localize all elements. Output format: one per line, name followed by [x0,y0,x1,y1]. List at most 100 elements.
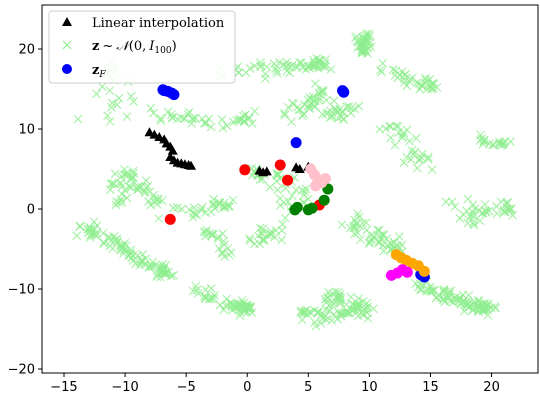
sample-x-point [362,36,372,46]
x-tick-label: 20 [483,380,500,395]
sample-x-point [445,289,454,299]
legend: Linear interpolation z ~ 𝒩(0, I100) zF [48,10,236,84]
sample-x-point [458,209,468,219]
latent-point [319,173,331,185]
sample-x-point [276,200,285,210]
sample-x-point [296,307,306,317]
sample-x-point [474,296,483,306]
sample-x-point [337,107,347,116]
axes-frame [41,4,539,374]
sample-x-point [72,231,82,240]
sample-x-point [402,152,412,162]
sample-x-point [262,62,272,72]
sample-x-point [322,109,331,119]
sample-x-point [114,93,124,103]
sample-x-point [427,165,437,174]
sample-x-point [73,114,83,124]
legend-zf: zF [92,63,106,80]
sample-x-point [369,304,378,314]
sample-x-point [330,104,339,114]
sample-x-point [475,216,485,226]
sample-x-point [241,302,251,312]
sample-x-point [138,250,147,259]
sample-x-point [214,232,223,242]
sample-x-point [122,193,132,203]
sample-x-point [155,272,165,282]
sample-x-point [415,154,425,164]
interpolation-point [294,164,305,173]
sample-x-point [337,220,347,230]
sample-x-point [287,191,297,200]
sample-x-point [318,110,327,119]
sample-x-point [274,58,284,67]
sample-x-point [492,209,502,218]
sample-x-point [214,200,223,210]
interpolation-point [261,166,272,176]
latent-point [338,86,350,98]
sample-x-point [87,229,97,239]
sample-x-point [377,67,386,77]
sample-x-point [218,123,228,133]
sample-x-point [225,299,235,308]
sample-x-point [320,61,329,71]
sample-x-point [508,210,517,220]
sample-x-point [354,101,364,111]
sample-x-point [476,130,486,140]
sample-x-point [367,234,376,243]
sample-x-point [328,301,337,310]
sample-x-point [400,74,409,84]
sample-x-point [121,246,131,256]
sample-x-point [421,73,430,83]
sample-x-point [185,205,194,215]
sample-x-point [346,292,356,302]
sample-x-point [128,251,138,260]
latent-point [158,85,170,97]
interpolation-point [186,160,197,170]
sample-x-point [214,198,224,207]
data-series [144,84,430,283]
sample-x-point [278,220,287,229]
sample-x-point [393,242,403,251]
sample-x-point [250,106,260,116]
x-tick-label: 15 [422,380,439,395]
sample-x-point [423,154,433,164]
sample-x-point [197,203,207,212]
sample-x-point [146,104,156,113]
sample-x-point [117,189,127,199]
sample-x-point [468,207,478,217]
sample-x-point [99,239,109,249]
sample-x-point [411,279,421,288]
sample-x-point [376,65,385,75]
sample-x-point [274,169,283,179]
sample-x-point [405,136,414,146]
latent-point [306,202,318,214]
sample-x-point [313,56,323,65]
x-tick-label: 5 [304,380,312,395]
sample-x-point [328,289,338,299]
legend-box [48,10,236,84]
sample-x-point [277,235,287,245]
sample-x-point [280,213,290,223]
sample-x-point [374,238,384,248]
sample-x-point [236,299,245,309]
sample-x-point [258,174,267,184]
sample-x-point [497,140,507,149]
sample-x-point [336,311,346,321]
sample-x-point [479,136,489,146]
sample-x-point [121,169,131,179]
sample-x-point [271,64,281,73]
sample-x-point [312,54,322,63]
sample-x-point [191,281,201,291]
sample-x-point [474,307,483,317]
latent-point [291,201,303,213]
sample-x-point [391,66,400,76]
sample-x-point [439,287,449,297]
sample-x-point [134,182,144,192]
sample-x-point [374,225,384,235]
sample-x-point [297,58,306,68]
sample-x-point [126,91,136,101]
sample-x-point [327,316,336,325]
sample-x-point [412,163,422,173]
latent-point [290,137,302,149]
sample-x-point [223,201,233,211]
